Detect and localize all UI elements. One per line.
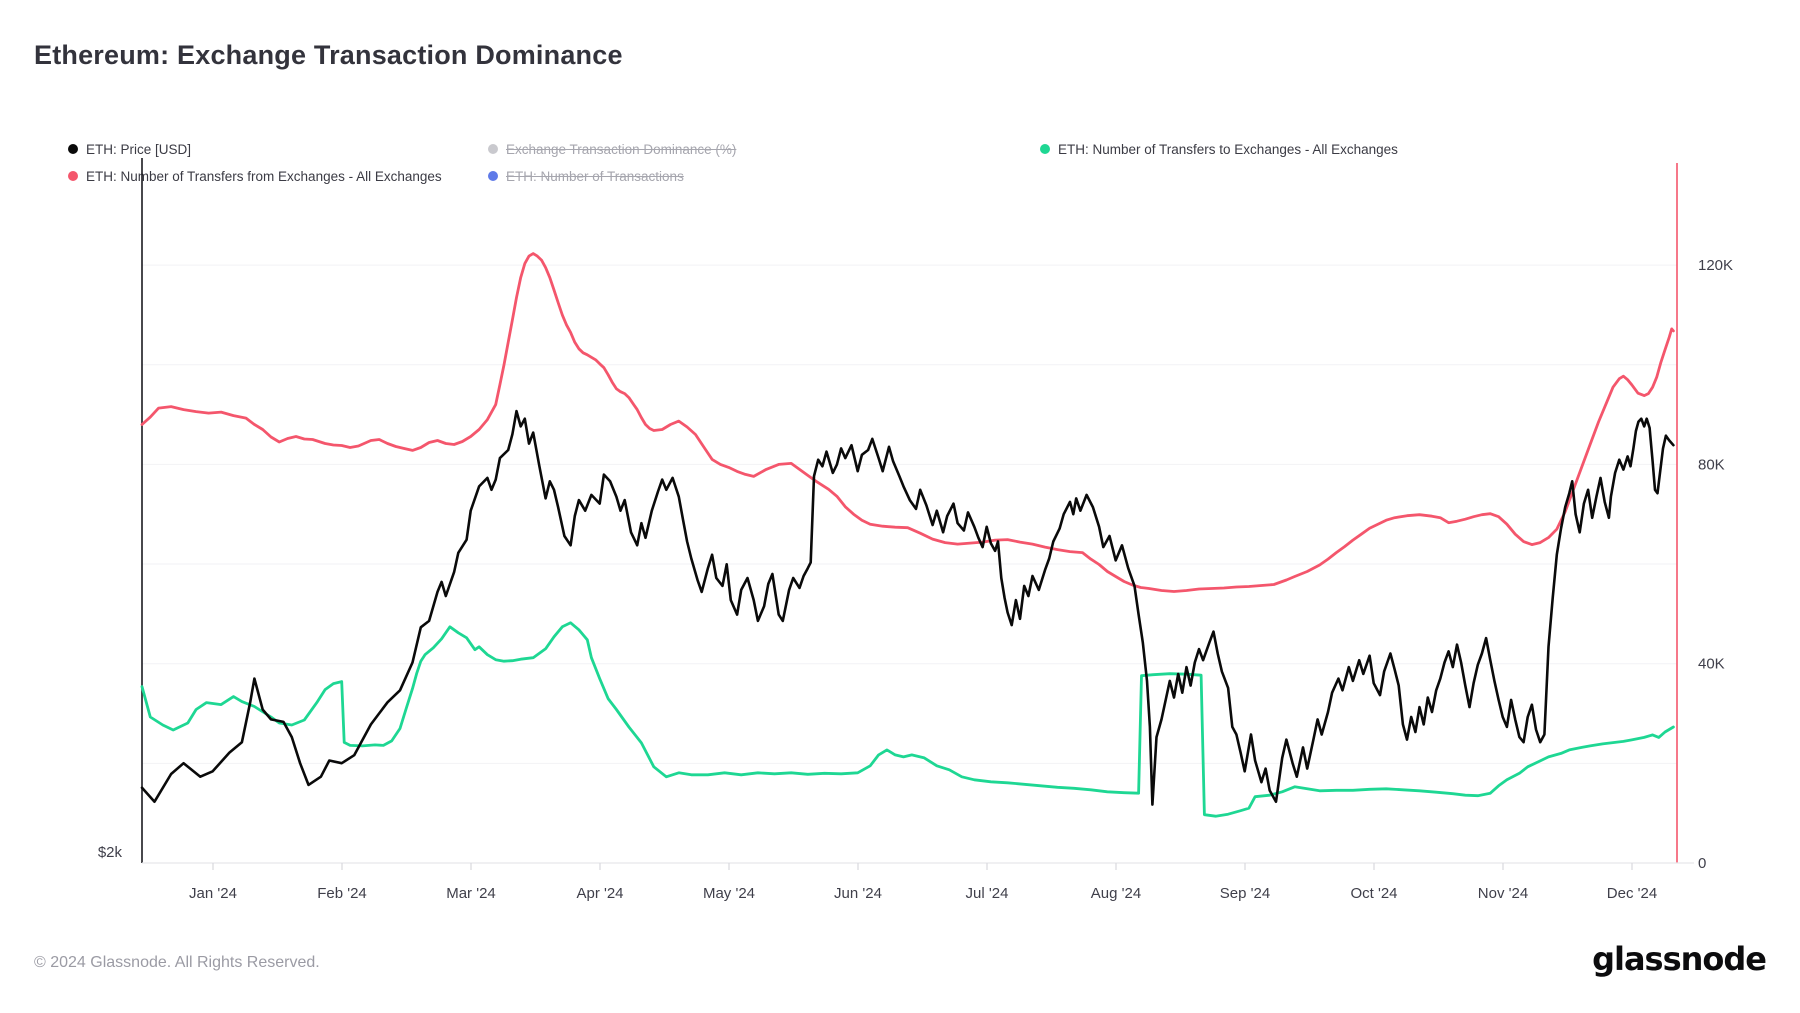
x-tick-label: Aug '24 <box>1091 885 1141 902</box>
x-tick-label: Oct '24 <box>1350 885 1397 902</box>
x-tick-label: Feb '24 <box>317 885 367 902</box>
right-axis-tick-label: 120K <box>1698 257 1733 274</box>
x-tick-label: Nov '24 <box>1478 885 1528 902</box>
x-tick-label: Dec '24 <box>1607 885 1657 902</box>
x-tick-label: Apr '24 <box>576 885 623 902</box>
transfers-from-exchanges-line <box>142 254 1673 592</box>
right-axis-tick-label: 0 <box>1698 855 1706 872</box>
x-tick-label: Jul '24 <box>966 885 1009 902</box>
left-axis-price-label: $2k <box>98 844 123 861</box>
x-tick-label: Mar '24 <box>446 885 496 902</box>
glassnode-logo: glassnode <box>1592 940 1766 978</box>
x-tick-label: Jun '24 <box>834 885 882 902</box>
transfers-to-exchanges-line <box>142 623 1673 816</box>
x-tick-label: Jan '24 <box>189 885 237 902</box>
copyright-text: © 2024 Glassnode. All Rights Reserved. <box>34 954 320 972</box>
x-tick-label: May '24 <box>703 885 755 902</box>
chart-page: Ethereum: Exchange Transaction Dominance… <box>0 0 1800 1013</box>
right-axis-tick-label: 80K <box>1698 456 1725 473</box>
x-tick-label: Sep '24 <box>1220 885 1270 902</box>
right-axis-tick-label: 40K <box>1698 656 1725 673</box>
chart-canvas[interactable]: Jan '24 Feb '24 Mar '24 Apr '24 May '24 Jun '… <box>0 0 1800 1013</box>
